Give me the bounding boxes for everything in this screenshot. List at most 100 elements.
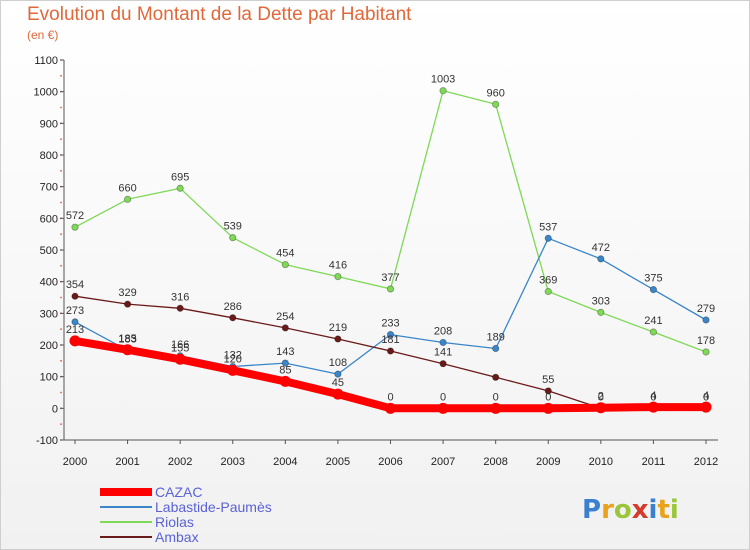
data-label: 143: [276, 346, 294, 358]
data-point: [176, 184, 184, 192]
y-tick-label: 100: [40, 372, 58, 384]
y-axis-dot: [60, 138, 62, 141]
data-label: 181: [381, 334, 399, 346]
data-point: [332, 388, 344, 400]
data-label: 0: [545, 391, 551, 403]
x-tick-label: 2006: [378, 456, 402, 468]
data-point: [176, 304, 184, 312]
data-point: [386, 285, 395, 293]
y-axis-dot: [60, 296, 62, 299]
data-label: 537: [539, 221, 557, 233]
data-point: [597, 255, 605, 263]
data-point: [702, 348, 710, 356]
y-axis-dot: [60, 328, 62, 331]
data-label: 1003: [431, 74, 455, 86]
data-point: [544, 234, 552, 242]
x-tick-label: 2011: [642, 456, 666, 468]
x-tick-label: 2010: [589, 456, 613, 468]
data-label: 0: [440, 391, 446, 403]
logo-letter: P: [582, 495, 601, 525]
data-label: 4: [650, 390, 656, 402]
y-axis-dot: [60, 359, 62, 362]
data-label: 0: [703, 391, 709, 403]
data-label: 141: [434, 347, 452, 359]
data-point: [229, 314, 237, 322]
legend-label: Labastide-Paumès: [155, 499, 272, 515]
data-point: [71, 292, 79, 300]
x-tick-label: 2007: [431, 456, 455, 468]
y-axis-dot: [60, 423, 62, 426]
data-label: 166: [171, 339, 189, 351]
data-label: 120: [224, 353, 242, 365]
data-point: [647, 401, 659, 413]
y-tick-label: 800: [40, 150, 58, 162]
data-point: [439, 360, 447, 368]
data-point: [649, 328, 658, 336]
y-axis-dot: [60, 391, 62, 394]
logo-letter: o: [614, 495, 632, 525]
data-label: 539: [224, 221, 242, 233]
data-label: 0: [387, 391, 393, 403]
data-label: 416: [329, 260, 347, 272]
y-tick-label: 900: [40, 118, 58, 130]
y-tick-label: 700: [40, 182, 58, 194]
data-point: [123, 195, 132, 203]
data-point: [174, 353, 186, 365]
data-point: [386, 347, 395, 355]
data-point: [281, 359, 289, 367]
data-point: [385, 402, 396, 414]
data-label: 286: [224, 301, 242, 313]
chart-title: Evolution du Montant de la Dette par Hab…: [27, 4, 412, 25]
data-label: 316: [171, 291, 189, 303]
data-point: [386, 330, 395, 339]
x-tick-label: 2002: [168, 456, 192, 468]
data-label: 2: [598, 391, 604, 403]
data-point: [595, 402, 607, 414]
data-label: 85: [279, 364, 291, 376]
x-tick-label: 2008: [483, 456, 507, 468]
data-point: [439, 87, 447, 95]
y-tick-label: 600: [40, 213, 58, 225]
y-tick-label: 1100: [34, 55, 58, 67]
data-label: 273: [66, 305, 84, 317]
x-tick-label: 2009: [536, 456, 560, 468]
y-tick-label: 400: [40, 277, 58, 289]
data-point: [71, 223, 79, 231]
data-label: 108: [329, 357, 347, 369]
logo-letter: i: [670, 495, 679, 525]
y-axis-dot: [60, 264, 62, 267]
data-label: 369: [539, 274, 557, 286]
y-tick-label: 1000: [34, 87, 58, 99]
data-label: 303: [592, 295, 610, 307]
legend-label: Ambax: [155, 529, 199, 545]
data-label: 660: [118, 182, 136, 194]
x-tick-label: 2004: [273, 456, 297, 468]
series-layer: [69, 87, 712, 414]
y-tick-label: 300: [40, 308, 58, 320]
data-point: [439, 338, 447, 347]
data-point: [334, 370, 342, 378]
logo-text: Proxiti: [582, 495, 679, 525]
data-label: 155: [171, 342, 189, 354]
data-point: [122, 344, 134, 356]
data-point: [281, 324, 289, 332]
logo-letter: r: [601, 495, 614, 525]
data-point: [490, 402, 502, 414]
proxiti-logo: Proxiti: [582, 495, 679, 525]
data-label: 45: [332, 377, 344, 389]
y-axis-dot: [60, 74, 62, 77]
data-point: [492, 344, 500, 353]
data-label: 354: [66, 279, 84, 291]
x-tick-label: 2000: [63, 456, 87, 468]
data-point: [334, 272, 342, 281]
data-label: 185: [118, 333, 136, 345]
y-axis-dot: [60, 106, 62, 109]
data-label: 213: [66, 324, 84, 336]
data-point: [544, 387, 552, 395]
data-label: 695: [171, 171, 189, 183]
x-tick-label: 2003: [221, 456, 245, 468]
y-tick-label: 200: [40, 340, 58, 352]
data-point: [281, 260, 289, 269]
